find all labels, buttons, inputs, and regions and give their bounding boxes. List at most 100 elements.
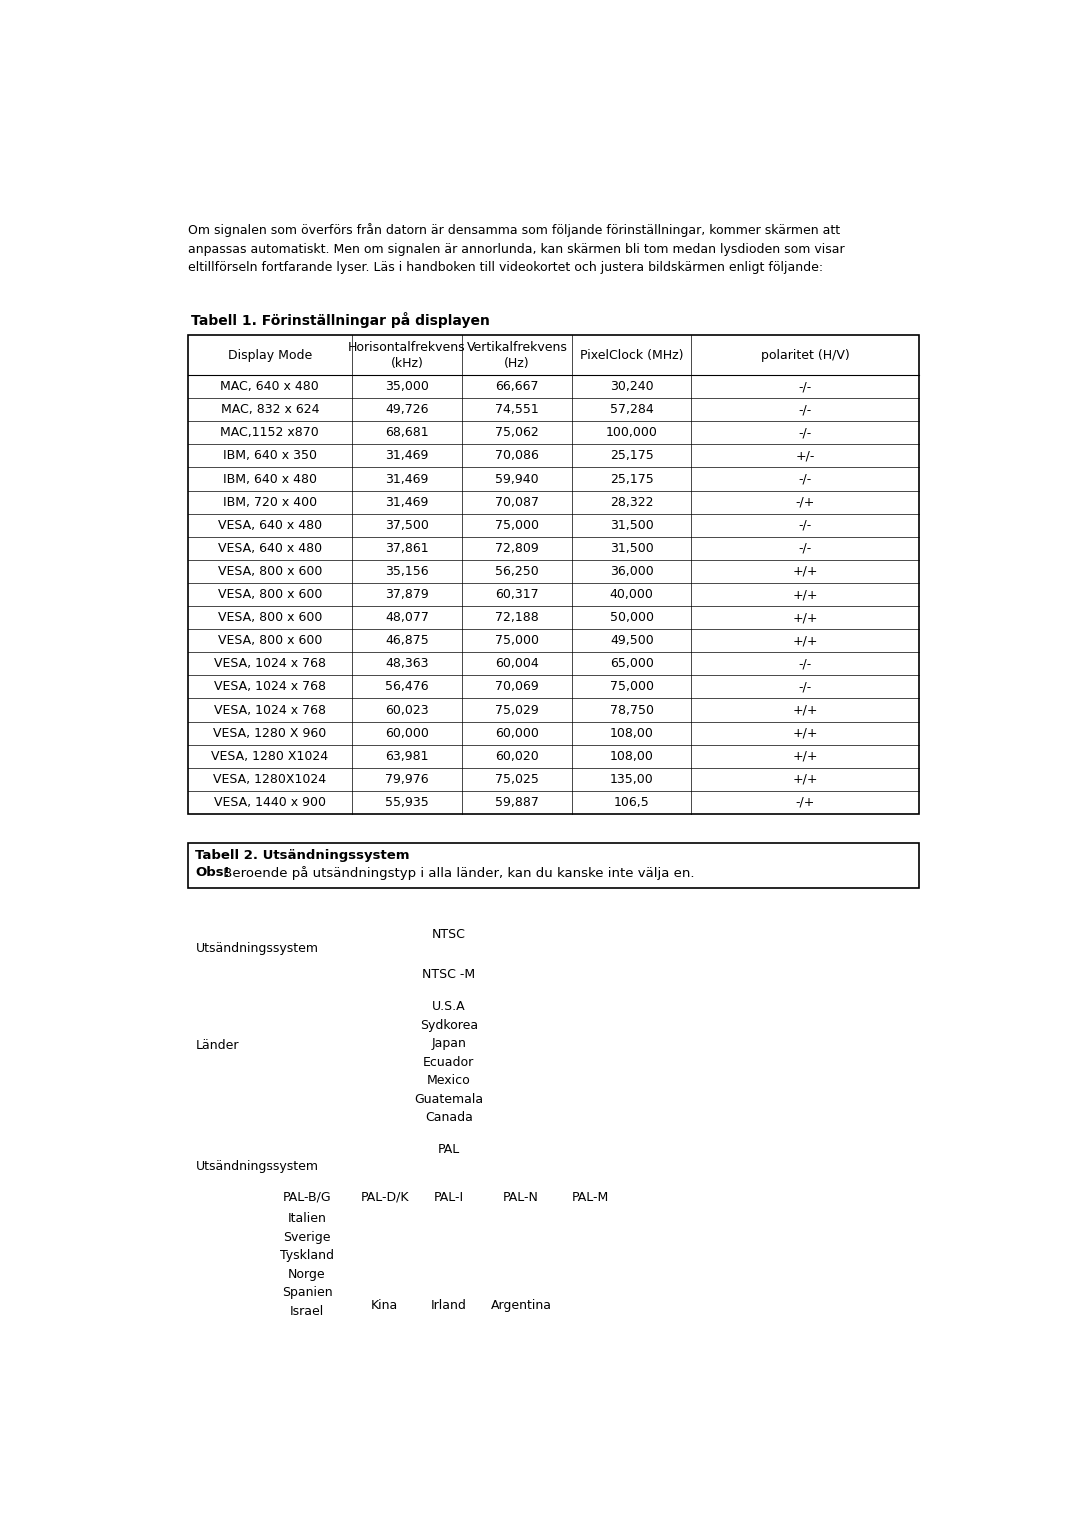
Text: -/+: -/+ [796, 495, 815, 509]
Text: 60,004: 60,004 [496, 657, 539, 671]
Text: -/-: -/- [799, 403, 812, 416]
Text: PixelClock (MHz): PixelClock (MHz) [580, 348, 684, 362]
Text: 46,875: 46,875 [386, 634, 429, 648]
Text: 50,000: 50,000 [610, 611, 653, 623]
Text: -/-: -/- [799, 542, 812, 555]
Text: 60,023: 60,023 [386, 703, 429, 717]
Text: -/-: -/- [799, 657, 812, 671]
Text: Om signalen som överförs från datorn är densamma som följande förinställningar, : Om signalen som överförs från datorn är … [188, 223, 845, 275]
Text: 49,500: 49,500 [610, 634, 653, 648]
Text: 100,000: 100,000 [606, 426, 658, 440]
Text: 48,363: 48,363 [386, 657, 429, 671]
Text: 59,940: 59,940 [496, 472, 539, 486]
Text: VESA, 1280X1024: VESA, 1280X1024 [213, 773, 326, 785]
Text: -/-: -/- [799, 380, 812, 393]
Text: 108,00: 108,00 [610, 727, 653, 740]
Text: IBM, 640 x 350: IBM, 640 x 350 [222, 449, 316, 463]
Text: Utsändningssystem: Utsändningssystem [195, 1160, 319, 1172]
Text: 57,284: 57,284 [610, 403, 653, 416]
Text: VESA, 1024 x 768: VESA, 1024 x 768 [214, 703, 326, 717]
Text: 35,156: 35,156 [386, 565, 429, 578]
Text: 36,000: 36,000 [610, 565, 653, 578]
Text: 65,000: 65,000 [610, 657, 653, 671]
Text: 75,029: 75,029 [496, 703, 539, 717]
Text: VESA, 800 x 600: VESA, 800 x 600 [218, 634, 322, 648]
Text: 59,887: 59,887 [495, 796, 539, 808]
Text: VESA, 1024 x 768: VESA, 1024 x 768 [214, 657, 326, 671]
Text: Beroende på utsändningstyp i alla länder, kan du kanske inte välja en.: Beroende på utsändningstyp i alla länder… [218, 866, 694, 880]
Text: 31,500: 31,500 [610, 542, 653, 555]
Text: 75,000: 75,000 [495, 518, 539, 532]
Text: VESA, 640 x 480: VESA, 640 x 480 [218, 518, 322, 532]
Text: +/+: +/+ [793, 727, 819, 740]
Text: Irland: Irland [431, 1299, 467, 1311]
Text: VESA, 800 x 600: VESA, 800 x 600 [218, 611, 322, 623]
Text: 56,250: 56,250 [496, 565, 539, 578]
Text: 68,681: 68,681 [386, 426, 429, 440]
Text: +/+: +/+ [793, 773, 819, 785]
Text: VESA, 1280 X1024: VESA, 1280 X1024 [212, 750, 328, 762]
Text: 31,469: 31,469 [386, 472, 429, 486]
Text: +/+: +/+ [793, 703, 819, 717]
Text: Horisontalfrekvens
(kHz): Horisontalfrekvens (kHz) [348, 341, 465, 370]
Text: -/-: -/- [799, 426, 812, 440]
Text: 37,879: 37,879 [386, 588, 429, 601]
Text: VESA, 800 x 600: VESA, 800 x 600 [218, 565, 322, 578]
Text: MAC,1152 x870: MAC,1152 x870 [220, 426, 320, 440]
Text: NTSC -M: NTSC -M [422, 969, 475, 981]
Text: -/-: -/- [799, 472, 812, 486]
Text: -/+: -/+ [796, 796, 815, 808]
Text: 37,861: 37,861 [386, 542, 429, 555]
Text: Kina: Kina [370, 1299, 399, 1311]
Text: 72,809: 72,809 [496, 542, 539, 555]
Text: 31,500: 31,500 [610, 518, 653, 532]
Text: IBM, 720 x 400: IBM, 720 x 400 [222, 495, 316, 509]
Text: 63,981: 63,981 [386, 750, 429, 762]
Text: NTSC: NTSC [432, 927, 465, 941]
Text: Utsändningssystem: Utsändningssystem [195, 941, 319, 955]
Text: polaritet (H/V): polaritet (H/V) [761, 348, 850, 362]
Text: +/+: +/+ [793, 588, 819, 601]
Text: 55,935: 55,935 [386, 796, 429, 808]
Text: PAL-D/K: PAL-D/K [361, 1190, 409, 1204]
Text: 79,976: 79,976 [386, 773, 429, 785]
Text: 31,469: 31,469 [386, 449, 429, 463]
Text: +/+: +/+ [793, 565, 819, 578]
Text: IBM, 640 x 480: IBM, 640 x 480 [222, 472, 316, 486]
Text: 108,00: 108,00 [610, 750, 653, 762]
Text: 31,469: 31,469 [386, 495, 429, 509]
Text: 70,087: 70,087 [495, 495, 539, 509]
Text: 72,188: 72,188 [496, 611, 539, 623]
Text: 106,5: 106,5 [613, 796, 650, 808]
Text: 28,322: 28,322 [610, 495, 653, 509]
Text: +/+: +/+ [793, 611, 819, 623]
Text: 25,175: 25,175 [610, 449, 653, 463]
Text: +/+: +/+ [793, 750, 819, 762]
Text: 60,000: 60,000 [386, 727, 429, 740]
Text: Italien
Sverige
Tyskland
Norge
Spanien
Israel: Italien Sverige Tyskland Norge Spanien I… [280, 1212, 334, 1317]
Text: 75,025: 75,025 [495, 773, 539, 785]
Text: -/-: -/- [799, 680, 812, 694]
Text: 74,551: 74,551 [496, 403, 539, 416]
Text: PAL: PAL [437, 1143, 460, 1155]
Text: 75,000: 75,000 [610, 680, 653, 694]
Text: VESA, 800 x 600: VESA, 800 x 600 [218, 588, 322, 601]
Text: -/-: -/- [799, 518, 812, 532]
Text: 60,020: 60,020 [496, 750, 539, 762]
Text: Tabell 1. Förinställningar på displayen: Tabell 1. Förinställningar på displayen [191, 312, 489, 329]
Text: 78,750: 78,750 [610, 703, 653, 717]
Text: PAL-I: PAL-I [434, 1190, 464, 1204]
Text: 75,000: 75,000 [495, 634, 539, 648]
Text: +/+: +/+ [793, 634, 819, 648]
Text: VESA, 640 x 480: VESA, 640 x 480 [218, 542, 322, 555]
Text: Vertikalfrekvens
(Hz): Vertikalfrekvens (Hz) [467, 341, 567, 370]
Text: Obs!: Obs! [195, 866, 230, 879]
Text: Tabell 2. Utsändningssystem: Tabell 2. Utsändningssystem [195, 850, 410, 862]
Text: Display Mode: Display Mode [228, 348, 312, 362]
Text: PAL-N: PAL-N [503, 1190, 539, 1204]
Text: 49,726: 49,726 [386, 403, 429, 416]
Text: VESA, 1440 x 900: VESA, 1440 x 900 [214, 796, 326, 808]
Text: U.S.A
Sydkorea
Japan
Ecuador
Mexico
Guatemala
Canada: U.S.A Sydkorea Japan Ecuador Mexico Guat… [415, 1001, 484, 1125]
Bar [188, 335, 919, 814]
Text: 70,069: 70,069 [496, 680, 539, 694]
